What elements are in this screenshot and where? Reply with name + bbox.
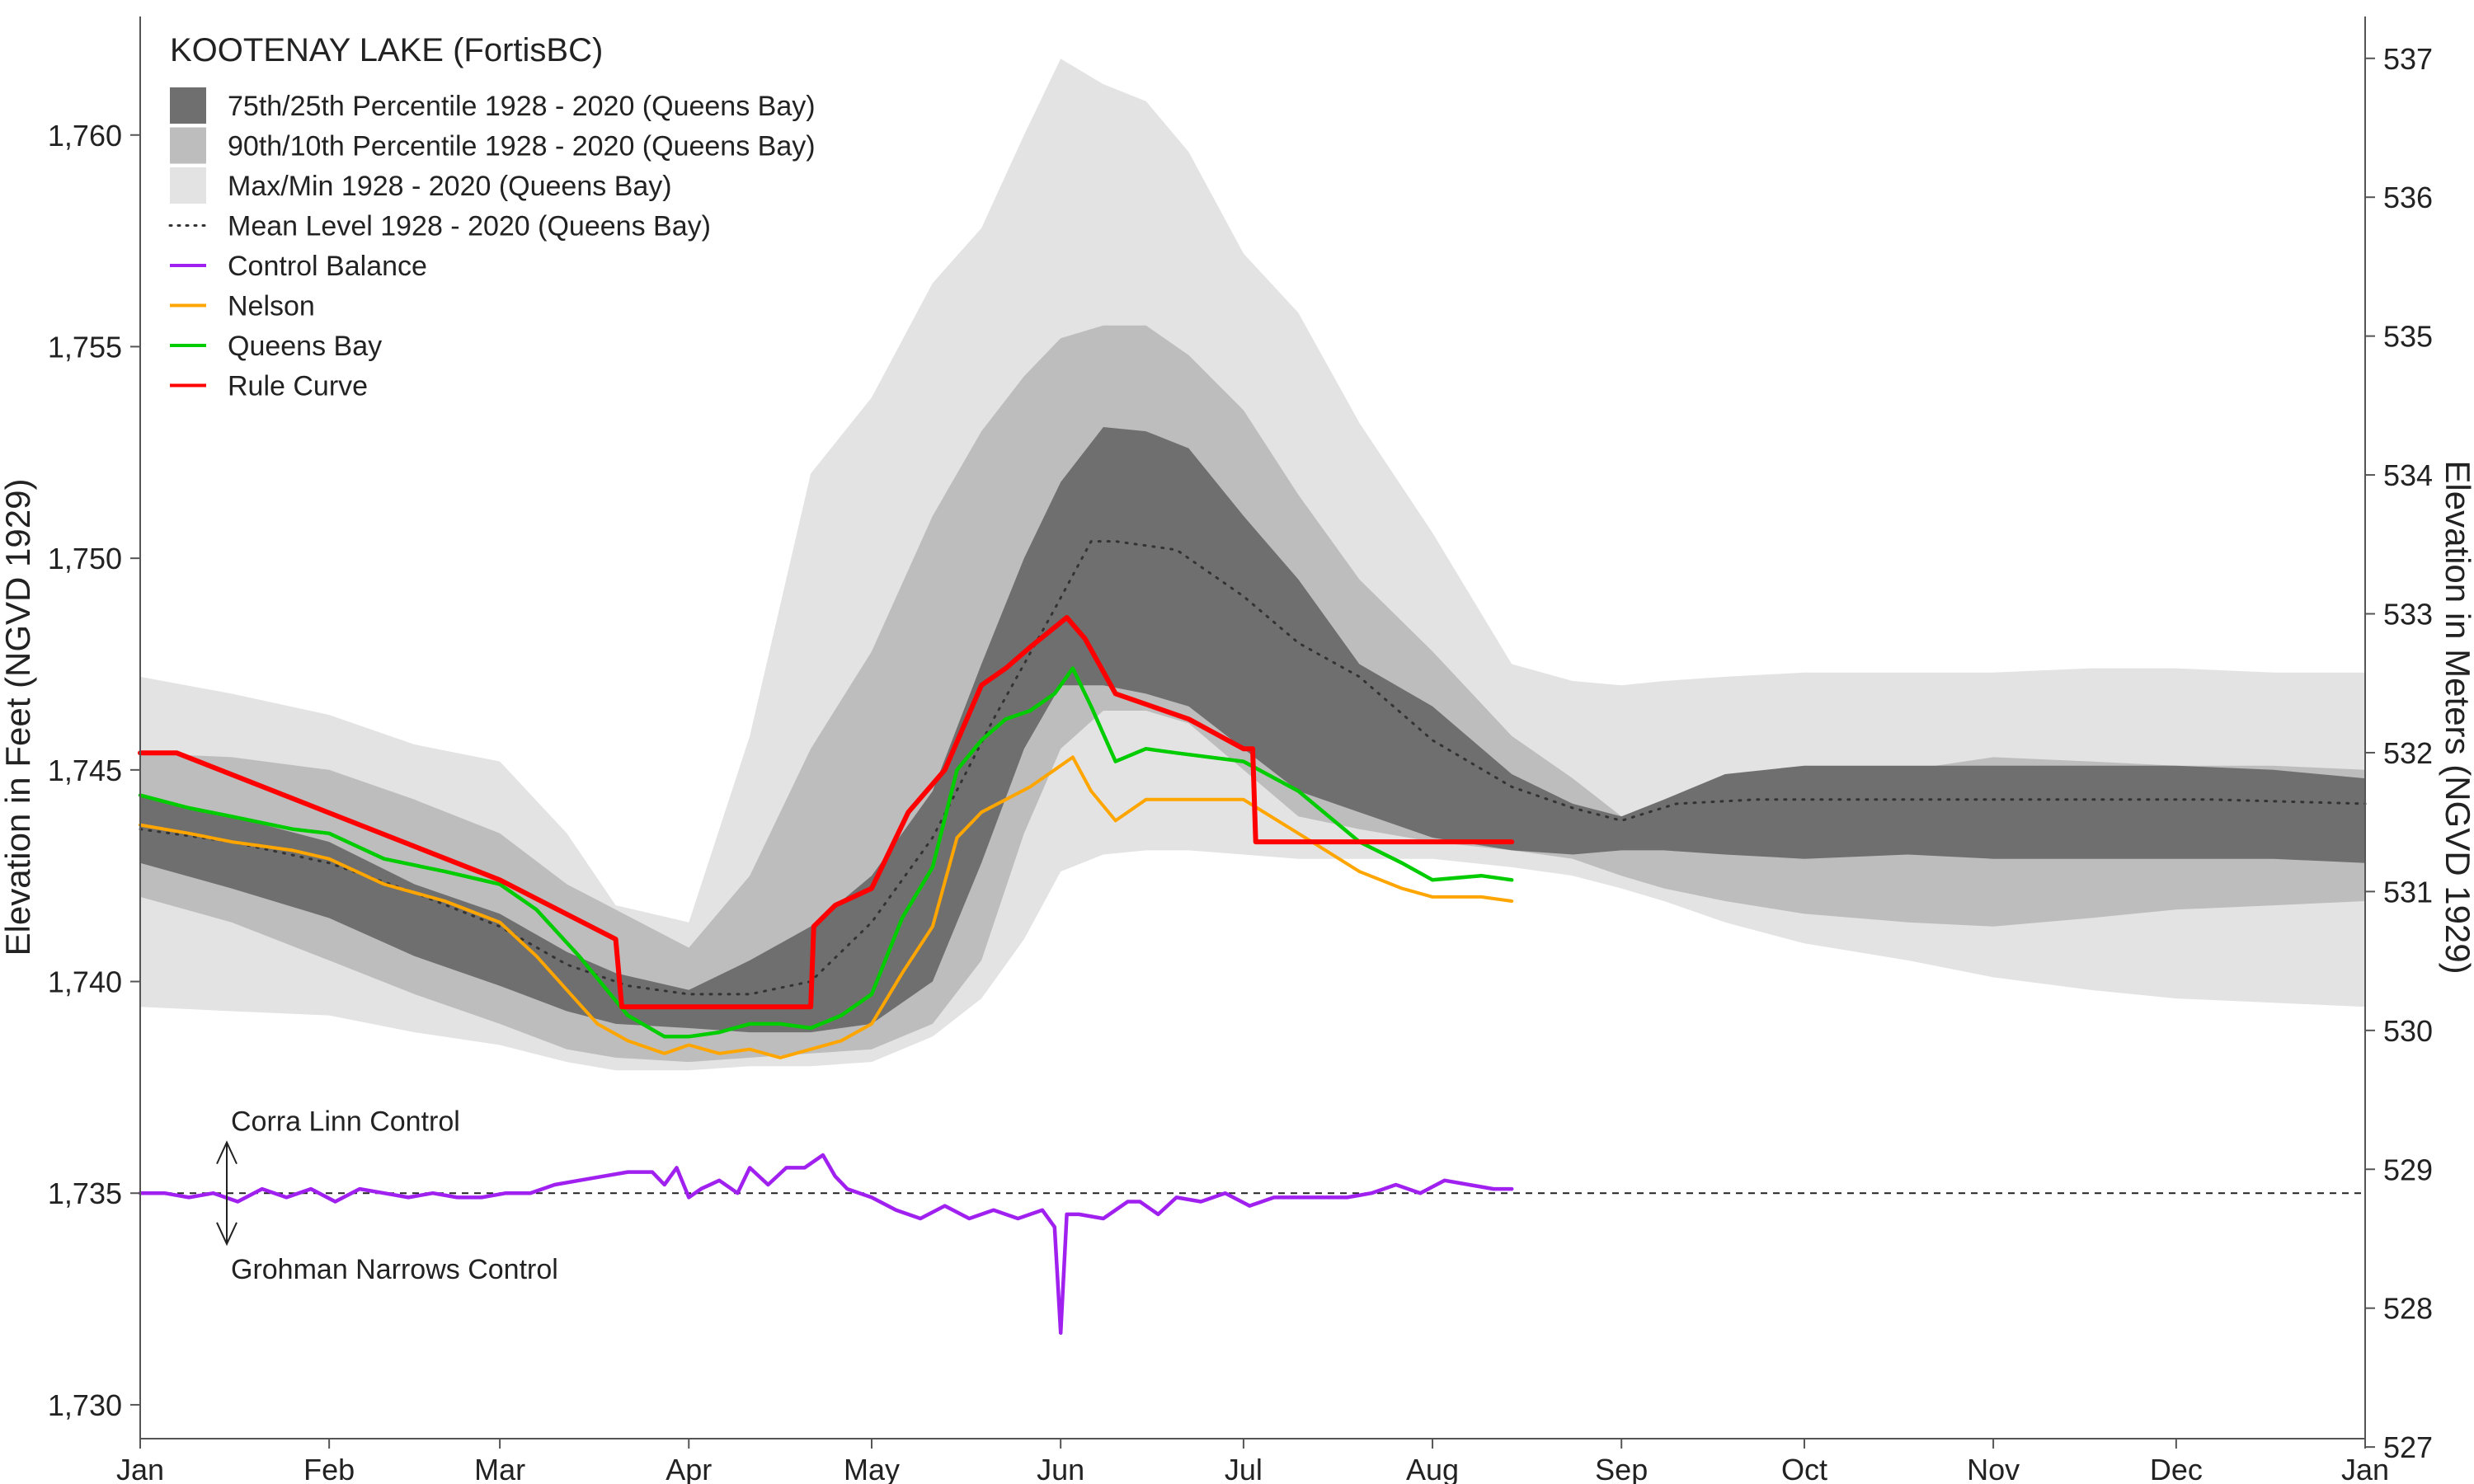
- y-tick-label-left: 1,745: [48, 754, 122, 787]
- axes: 1,730 1,735 1,740 1,745 1,750 1,755 1,760 527 52…: [48, 16, 2433, 1484]
- x-tick-label: Sep: [1595, 1453, 1648, 1484]
- y-axis-left-label: Elevation in Feet (NGVD 1929): [0, 479, 37, 956]
- x-tick-label: Jul: [1225, 1453, 1263, 1484]
- x-tick-label: May: [844, 1453, 900, 1484]
- annotations: Corra Linn Control Grohman Narrows Contro…: [216, 1106, 558, 1285]
- x-tick-label: Mar: [474, 1453, 525, 1484]
- x-tick-label: Dec: [2150, 1453, 2203, 1484]
- series-lines: [138, 540, 2367, 1335]
- x-tick-label: Jun: [1037, 1453, 1084, 1484]
- y-tick-label-left: 1,730: [48, 1388, 122, 1422]
- percentile-bands: [140, 59, 2365, 1071]
- y-tick-label-right: 535: [2383, 320, 2433, 354]
- x-tick-label: Jan: [116, 1453, 164, 1484]
- arrow-up-icon: [216, 1140, 238, 1165]
- y-tick-label-right: 532: [2383, 736, 2433, 770]
- x-tick-label: Apr: [666, 1453, 712, 1484]
- legend-75th-25th-percentile-1928-2020-queens-bay-label: 75th/25th Percentile 1928 - 2020 (Queens…: [228, 91, 816, 122]
- legend-90th-10th-percentile-1928-2020-queens-bay-label: 90th/10th Percentile 1928 - 2020 (Queens…: [228, 131, 816, 162]
- series-line-rule-curve: [138, 615, 1515, 1010]
- series-line-control-balance: [138, 1153, 1514, 1335]
- legend-queens-bay-label: Queens Bay: [228, 331, 382, 362]
- legend-max-min-1928-2020-queens-bay-label: Max/Min 1928 - 2020 (Queens Bay): [228, 171, 672, 202]
- legend-nelson-label: Nelson: [228, 291, 315, 322]
- y-tick-label-right: 528: [2383, 1292, 2433, 1326]
- y-tick-label-left: 1,735: [48, 1176, 122, 1210]
- y-tick-label-right: 536: [2383, 181, 2433, 214]
- chart-title: KOOTENAY LAKE (FortisBC): [170, 32, 603, 68]
- x-tick-label: Nov: [1967, 1453, 2020, 1484]
- y-tick-label-left: 1,750: [48, 542, 122, 575]
- band-75-25: [140, 427, 2365, 1033]
- legend-control-balance-label: Control Balance: [228, 251, 427, 282]
- arrow-down-icon: [216, 1222, 238, 1247]
- y-tick-label-left: 1,740: [48, 965, 122, 999]
- series-line-queens-bay: [138, 666, 1514, 1039]
- annotation-corra-linn-control: Corra Linn Control: [231, 1106, 460, 1138]
- y-tick-label-right: 533: [2383, 598, 2433, 632]
- y-tick-label-right: 537: [2383, 42, 2433, 76]
- legend: KOOTENAY LAKE (FortisBC) 75th/25th Perce…: [168, 32, 816, 402]
- legend-90th-10th-percentile-1928-2020-queens-bay-swatch: [170, 127, 206, 164]
- x-tick-label: Feb: [303, 1453, 355, 1484]
- legend-rule-curve-label: Rule Curve: [228, 371, 368, 402]
- y-tick-label-right: 530: [2383, 1014, 2433, 1048]
- y-tick-label-left: 1,755: [48, 330, 122, 364]
- series-line-nelson: [139, 755, 1514, 1059]
- legend-max-min-1928-2020-queens-bay-swatch: [170, 167, 206, 204]
- annotation-grohman-narrows-control: Grohman Narrows Control: [231, 1254, 558, 1285]
- y-tick-label-right: 531: [2383, 875, 2433, 909]
- y-tick-label-right: 534: [2383, 458, 2433, 492]
- y-axis-right-label: Elevation in Meters (NGVD 1929): [2439, 460, 2474, 974]
- y-tick-label-left: 1,760: [48, 119, 122, 153]
- x-tick-label: Jan: [2341, 1453, 2389, 1484]
- y-tick-label-right: 529: [2383, 1153, 2433, 1186]
- legend-75th-25th-percentile-1928-2020-queens-bay-swatch: [170, 87, 206, 124]
- y-tick-label-right: 527: [2383, 1430, 2433, 1464]
- x-tick-label: Aug: [1406, 1453, 1459, 1484]
- legend-mean-level-1928-2020-queens-bay-label: Mean Level 1928 - 2020 (Queens Bay): [228, 211, 711, 242]
- x-tick-label: Oct: [1781, 1453, 1827, 1484]
